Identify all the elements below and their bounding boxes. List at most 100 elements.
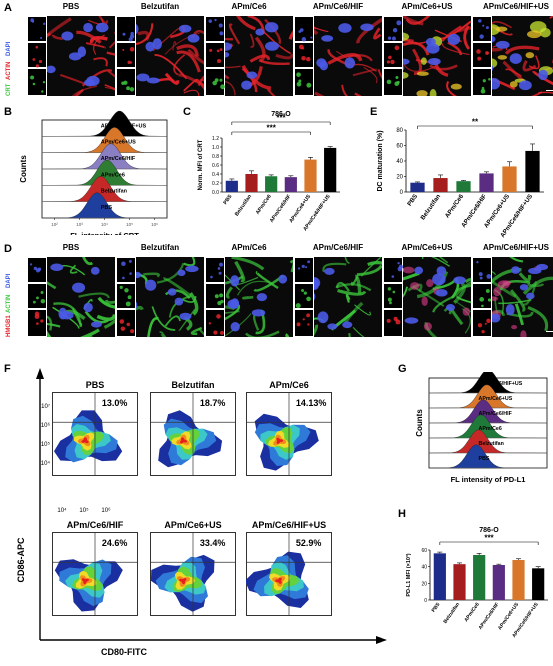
inset-dapi	[116, 16, 136, 42]
inset-content	[476, 49, 489, 61]
bar	[453, 564, 466, 600]
fiber	[76, 30, 102, 44]
inset-dot	[217, 267, 221, 270]
inset-dot	[486, 274, 492, 279]
inset-dot	[219, 31, 224, 36]
inset-content	[386, 45, 400, 65]
inset-dot	[32, 58, 36, 61]
image-title: APm/Ce6/HIF	[312, 2, 364, 11]
fiber	[151, 306, 176, 331]
fiber	[401, 41, 430, 56]
histogram-label: APm/Ce6/HIF+US	[101, 123, 147, 129]
fiber	[164, 32, 200, 55]
inset-dot	[127, 295, 132, 300]
histogram-label: APm/Ce6	[479, 426, 502, 432]
fiber	[264, 18, 282, 45]
fiber	[347, 54, 373, 62]
nucleus	[526, 292, 535, 300]
image-title: APm/Ce6	[231, 2, 267, 11]
bar	[410, 182, 425, 192]
bar	[433, 178, 448, 192]
y-tick-label: 40	[421, 565, 427, 571]
fiber	[309, 324, 319, 337]
inset-dot	[220, 330, 224, 335]
inset-actin	[383, 283, 403, 309]
histogram-label: APm/Ce6/HIF	[479, 411, 513, 417]
hmgb1-signal	[520, 330, 527, 337]
inset-actin	[27, 283, 47, 309]
histogram-ylabel: Counts	[19, 155, 28, 183]
scale-bar	[546, 331, 553, 332]
nucleus	[146, 77, 160, 84]
density-contour	[81, 437, 89, 444]
inset-dot	[484, 322, 487, 325]
bar	[284, 177, 297, 192]
inset-dot	[40, 319, 44, 323]
inset-dot	[38, 59, 43, 64]
density-contour	[179, 437, 187, 444]
nucleus	[83, 302, 93, 313]
y-tick-label: 20	[396, 175, 403, 181]
fiber	[356, 264, 382, 277]
inset-dapi	[472, 257, 492, 283]
fiber	[173, 54, 186, 76]
inset-dot	[217, 58, 222, 64]
nucleus	[45, 65, 56, 74]
inset-dot	[220, 299, 224, 304]
inset-dot	[40, 291, 44, 295]
crt-signal	[450, 83, 462, 90]
inset-dot	[121, 261, 126, 267]
inset-dot	[32, 82, 36, 86]
inset-content	[297, 260, 311, 270]
bar	[304, 159, 317, 192]
nucleus	[425, 37, 436, 47]
nucleus	[230, 275, 240, 287]
nucleus	[509, 53, 522, 64]
nucleus	[495, 40, 510, 49]
histogram-label: APm/Ce6+US	[479, 396, 513, 402]
nucleus	[338, 23, 352, 33]
image-title: Belzutifan	[140, 243, 180, 252]
inset-content	[119, 319, 135, 334]
inset-content	[30, 75, 46, 93]
chart-title: 786-O	[479, 527, 499, 534]
inset-dot	[119, 285, 123, 290]
inset-signal	[383, 309, 403, 337]
bar	[473, 555, 486, 600]
inset-content	[477, 318, 491, 334]
panel-c-label: C	[183, 106, 191, 118]
fiber	[104, 84, 115, 90]
hmgb1-signal	[423, 322, 432, 331]
inset-actin	[205, 283, 225, 309]
flow-plot-title: APm/Ce6/HIF+US	[251, 520, 327, 530]
category-label: Belzutifan	[443, 602, 462, 625]
nucleus	[414, 266, 424, 275]
inset-dot	[35, 45, 39, 49]
bar	[479, 173, 494, 192]
nucleus	[505, 304, 515, 316]
fiber	[182, 296, 197, 303]
inset-dot	[391, 36, 396, 41]
inset-content	[32, 45, 43, 68]
flow-plot-content	[52, 392, 138, 476]
inset-dot	[482, 24, 485, 27]
category-label: APm/Ce6	[463, 602, 481, 624]
category-label: PBS	[222, 193, 233, 206]
inset-dot	[214, 294, 219, 299]
inset-dot	[214, 18, 217, 22]
inset-dot	[297, 267, 301, 270]
nucleus	[251, 309, 266, 317]
hmgb1-signal	[462, 307, 471, 316]
fiber	[314, 91, 325, 96]
flow-ylabel: CD86-APC	[16, 537, 26, 583]
inset-dot	[129, 272, 132, 275]
fiber	[137, 30, 150, 42]
fiber	[352, 327, 365, 337]
nucleus	[241, 80, 252, 90]
inset-dot	[36, 322, 39, 325]
hmgb1-signal	[410, 282, 420, 290]
histogram-label: PBS	[479, 456, 490, 462]
inset-dot	[209, 48, 213, 52]
fiber	[284, 333, 290, 337]
